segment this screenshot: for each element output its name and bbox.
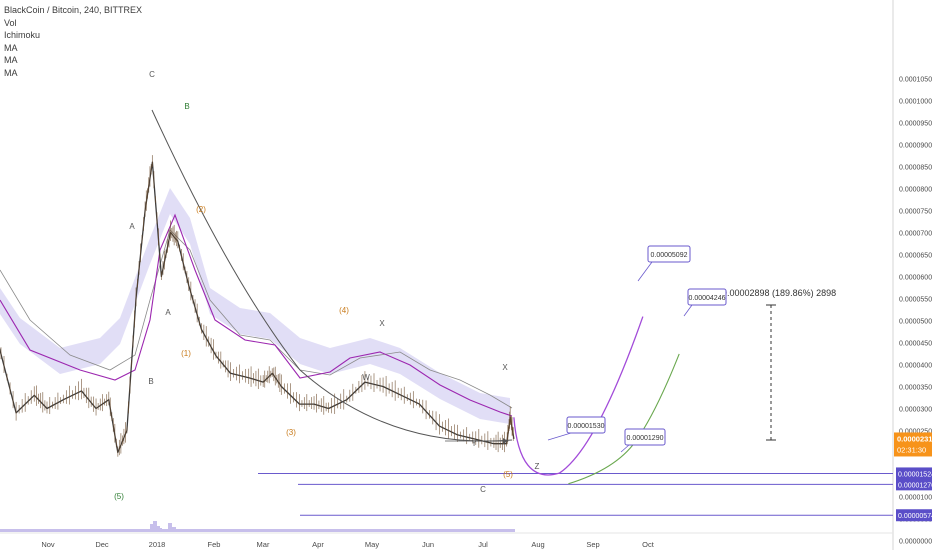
indicator-ma-2[interactable]: MA xyxy=(4,55,18,65)
wave-label: A xyxy=(165,308,171,317)
current-price-badge xyxy=(894,432,932,457)
volume-bar xyxy=(485,530,489,532)
ma-line-gray xyxy=(0,229,513,409)
callout-box xyxy=(687,288,727,306)
wave-label: W xyxy=(362,373,370,382)
wave-label: B xyxy=(184,102,189,111)
wave-label: C xyxy=(480,485,486,494)
level-badge-text: 0.00001524 xyxy=(898,471,932,478)
countdown-timer: 02:31:30 xyxy=(897,445,926,454)
callout-pointer xyxy=(620,444,630,453)
wave-label: (5) xyxy=(503,470,513,479)
level-badge-text: 0.00001276 xyxy=(898,482,932,489)
volume-bar xyxy=(168,523,172,532)
projection-purple xyxy=(513,316,644,476)
volume-bar xyxy=(172,527,176,532)
level-badge xyxy=(896,478,932,491)
ichimoku-cloud xyxy=(0,188,510,424)
wave-label: X xyxy=(379,319,385,328)
indicator-vol[interactable]: Vol xyxy=(4,17,17,28)
x-tick-label: Feb xyxy=(208,540,221,549)
x-tick-label: Oct xyxy=(642,540,655,549)
wave-label: (4) xyxy=(339,306,349,315)
x-tick-label: Aug xyxy=(531,540,544,549)
x-tick-label: 2018 xyxy=(149,540,166,549)
callout-value: 0.00001530 xyxy=(568,423,605,430)
wave-label: Z xyxy=(535,462,540,471)
y-tick-label: 0.00000000 xyxy=(899,539,932,546)
callout-pointer xyxy=(683,304,693,317)
wave-label: X xyxy=(502,363,508,372)
x-tick-label: Apr xyxy=(312,540,324,549)
wave-label: (5) xyxy=(114,492,124,501)
ma-line-purple xyxy=(0,213,513,417)
x-tick-label: Nov xyxy=(41,540,55,549)
wave-arrow-head xyxy=(503,438,508,444)
callout-box xyxy=(566,416,606,434)
wave-label: Y xyxy=(471,439,477,448)
measure-label: 0.00002898 (189.86%) 2898 xyxy=(722,288,836,298)
callout-value: 0.00005092 xyxy=(651,252,688,259)
chart-legend: BlackCoin / Bitcoin, 240, BITTREX Vol Ic… xyxy=(4,4,142,79)
level-badge-text: 0.00000574 xyxy=(898,513,932,520)
level-badge xyxy=(896,509,932,522)
indicator-ma-1[interactable]: MA xyxy=(4,42,18,53)
volume-bar xyxy=(430,531,434,532)
callout-pointer xyxy=(637,261,653,282)
callout-value: 0.00004246 xyxy=(689,295,726,302)
volume-bar xyxy=(153,521,157,532)
x-tick-label: Jul xyxy=(478,540,488,549)
callout-box xyxy=(624,428,666,446)
wave-label: (1) xyxy=(181,349,191,358)
volume-bar xyxy=(150,524,154,532)
x-tick-label: Dec xyxy=(95,540,109,549)
chart-title[interactable]: BlackCoin / Bitcoin, 240, BITTREX xyxy=(4,5,143,15)
wave-label: C xyxy=(149,70,155,79)
volume-bar xyxy=(270,530,274,532)
wave-label: B xyxy=(148,377,153,386)
x-tick-label: Sep xyxy=(586,540,599,549)
indicator-ichimoku[interactable]: Ichimoku xyxy=(4,30,41,40)
x-tick-label: Jun xyxy=(422,540,434,549)
wave-label: A xyxy=(129,222,135,231)
volume-bar xyxy=(158,528,162,532)
indicator-ma-3[interactable]: MA xyxy=(4,67,18,78)
level-badge xyxy=(896,467,932,480)
callout-pointer xyxy=(547,432,572,441)
volume-area xyxy=(0,529,515,532)
wave-label: (3) xyxy=(286,428,296,437)
x-tick-label: Mar xyxy=(257,540,270,549)
price-line xyxy=(0,161,515,454)
x-tick-label: May xyxy=(365,540,379,549)
current-price-value: 0.00002319 xyxy=(897,434,932,443)
trend-curve xyxy=(151,109,513,442)
callout-value: 0.00001290 xyxy=(627,435,664,442)
callout-box xyxy=(647,245,691,263)
wave-label: (2) xyxy=(196,205,206,214)
